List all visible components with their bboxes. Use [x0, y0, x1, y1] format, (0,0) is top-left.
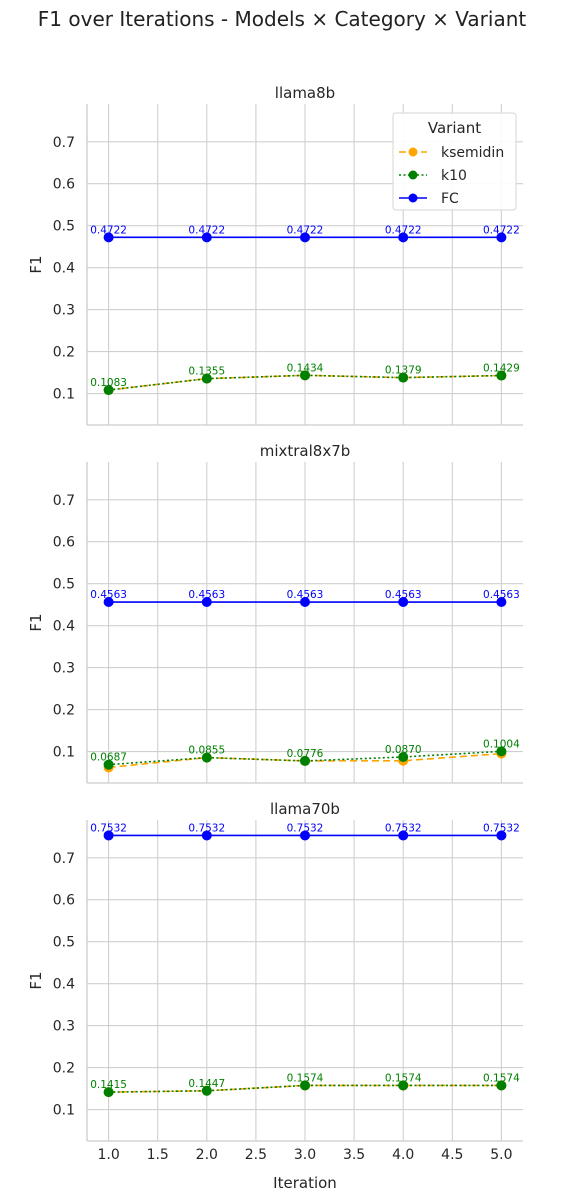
- y-axis-label: F1: [27, 255, 45, 273]
- data-label-k10: 0.1574: [287, 1072, 324, 1084]
- data-label-FC: 0.4563: [385, 589, 422, 601]
- data-label-FC: 0.4722: [90, 224, 127, 236]
- y-tick-label: 0.4: [53, 977, 75, 993]
- legend-marker-FC: [409, 194, 418, 203]
- legend-label-FC: FC: [441, 191, 459, 207]
- y-tick-label: 0.5: [53, 935, 75, 951]
- y-tick-label: 0.4: [53, 619, 75, 635]
- data-label-k10: 0.1415: [90, 1079, 127, 1091]
- data-label-k10: 0.1429: [483, 363, 520, 375]
- data-label-k10: 0.1004: [483, 738, 520, 750]
- data-label-k10: 0.1434: [287, 362, 324, 374]
- data-label-FC: 0.4722: [385, 224, 422, 236]
- data-label-FC: 0.4563: [90, 589, 127, 601]
- data-label-FC: 0.4563: [483, 589, 520, 601]
- x-tick-label: 3.5: [343, 1147, 365, 1163]
- panel-llama70b: 1.0 1.5 2.0 2.5 3.0 3.5 4.0 4.5 5.0 0.1 0.2 0.3 0.4 0…: [27, 800, 523, 1163]
- y-axis-label: F1: [27, 971, 45, 989]
- data-label-FC: 0.4722: [287, 224, 324, 236]
- y-tick-label: 0.1: [53, 745, 75, 761]
- x-tick-label: 3.0: [294, 1147, 316, 1163]
- legend-label-k10: k10: [441, 168, 467, 184]
- data-label-k10: 0.0776: [287, 748, 324, 760]
- x-tick-label: 4.0: [392, 1147, 414, 1163]
- y-tick-label: 0.7: [53, 493, 75, 509]
- y-tick-label: 0.2: [53, 345, 75, 361]
- x-tick-label: 1.0: [97, 1147, 119, 1163]
- data-label-k10: 0.0687: [90, 752, 127, 764]
- x-tick-label: 2.0: [196, 1147, 218, 1163]
- data-label-FC: 0.4722: [483, 224, 520, 236]
- legend: Variant ksemidin k10 FC: [393, 113, 516, 210]
- data-label-FC: 0.4722: [188, 224, 225, 236]
- y-tick-label: 0.3: [53, 661, 75, 677]
- y-tick-label: 0.2: [53, 1061, 75, 1077]
- y-tick-label: 0.5: [53, 219, 75, 235]
- data-label-k10: 0.1355: [188, 366, 225, 378]
- legend-marker-k10: [409, 171, 418, 180]
- data-label-FC: 0.7532: [188, 822, 225, 834]
- x-axis-label: Iteration: [273, 1174, 337, 1192]
- data-label-FC: 0.7532: [483, 822, 520, 834]
- data-label-k10: 0.1083: [90, 377, 127, 389]
- legend-label-ksemidin: ksemidin: [441, 145, 504, 161]
- y-tick-label: 0.5: [53, 577, 75, 593]
- y-tick-label: 0.3: [53, 1019, 75, 1035]
- data-label-FC: 0.7532: [385, 822, 422, 834]
- panel-title: llama8b: [275, 84, 335, 102]
- x-tick-label: 2.5: [245, 1147, 267, 1163]
- legend-title: Variant: [428, 119, 481, 137]
- data-label-k10: 0.1379: [385, 365, 422, 377]
- y-tick-label: 0.3: [53, 303, 75, 319]
- data-label-FC: 0.4563: [287, 589, 324, 601]
- x-tick-label: 4.5: [441, 1147, 463, 1163]
- data-label-k10: 0.1574: [385, 1072, 422, 1084]
- y-tick-label: 0.6: [53, 893, 75, 909]
- chart-title: F1 over Iterations - Models × Category ×…: [38, 7, 527, 31]
- y-tick-label: 0.1: [53, 387, 75, 403]
- data-label-k10: 0.1447: [188, 1078, 225, 1090]
- y-tick-label: 0.6: [53, 535, 75, 551]
- chart-panels: 0.10.20.30.40.50.60.7llama8bF10.10830.13…: [27, 84, 523, 1163]
- x-tick-label: 5.0: [490, 1147, 512, 1163]
- legend-marker-ksemidin: [409, 148, 418, 157]
- data-label-FC: 0.4563: [188, 589, 225, 601]
- y-tick-label: 0.1: [53, 1103, 75, 1119]
- data-label-FC: 0.7532: [287, 822, 324, 834]
- data-label-k10: 0.0855: [188, 745, 225, 757]
- y-tick-label: 0.7: [53, 135, 75, 151]
- y-tick-label: 0.4: [53, 261, 75, 277]
- y-tick-label: 0.6: [53, 177, 75, 193]
- y-tick-label: 0.2: [53, 703, 75, 719]
- data-label-k10: 0.1574: [483, 1072, 520, 1084]
- data-label-FC: 0.7532: [90, 822, 127, 834]
- panel-title: llama70b: [270, 800, 340, 818]
- panel-mixtral8x7b: 0.1 0.2 0.3 0.4 0.5 0.6 0.7 mixtral8x7b F1 0.0687…: [27, 442, 523, 783]
- data-label-k10: 0.0870: [385, 744, 422, 756]
- panel-title: mixtral8x7b: [260, 442, 351, 460]
- x-tick-label: 1.5: [147, 1147, 169, 1163]
- y-axis-label: F1: [27, 613, 45, 631]
- y-tick-label: 0.7: [53, 851, 75, 867]
